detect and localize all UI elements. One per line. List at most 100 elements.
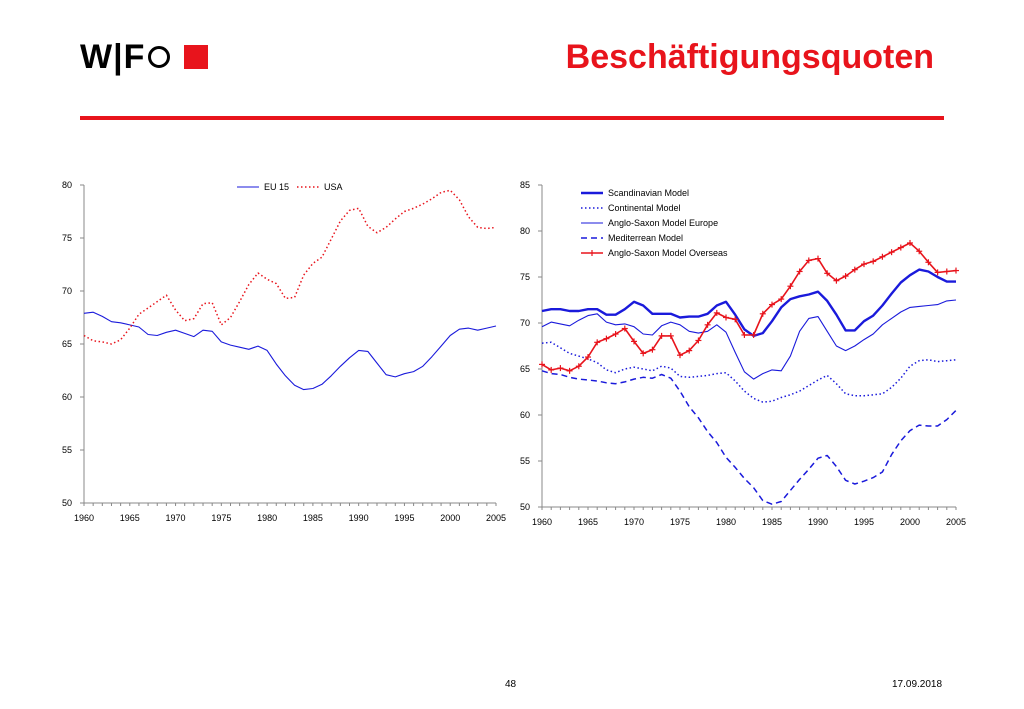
x-tick-label: 1965 — [120, 513, 140, 523]
series-point-anglo-saxon-model-overseas — [723, 314, 729, 321]
series-point-anglo-saxon-model-overseas — [695, 337, 702, 344]
y-tick-label: 70 — [62, 286, 72, 296]
series-point-anglo-saxon-model-overseas — [916, 248, 923, 255]
series-point-anglo-saxon-model-overseas — [778, 296, 785, 303]
series-point-anglo-saxon-model-overseas — [907, 239, 913, 246]
legend-item-anglo-saxon-model-overseas: Anglo-Saxon Model Overseas — [581, 248, 728, 258]
x-tick-label: 1965 — [578, 517, 598, 527]
series-point-anglo-saxon-model-overseas — [612, 331, 619, 338]
y-tick-label: 55 — [520, 456, 530, 466]
x-tick-label: 1995 — [854, 517, 874, 527]
legend-label: Anglo-Saxon Model Europe — [608, 218, 718, 228]
series-point-anglo-saxon-model-overseas — [833, 277, 840, 284]
series-point-anglo-saxon-model-overseas — [934, 269, 941, 276]
y-tick-label: 55 — [62, 445, 72, 455]
series-point-anglo-saxon-model-overseas — [732, 316, 739, 323]
y-tick-label: 65 — [520, 364, 530, 374]
page-title: Beschäftigungsquoten — [565, 38, 934, 76]
x-tick-label: 2000 — [900, 517, 920, 527]
series-line-mediterrean-model — [541, 370, 957, 505]
x-tick-label: 1970 — [166, 513, 186, 523]
series-point-anglo-saxon-model-overseas — [888, 249, 895, 256]
series-point-anglo-saxon-model-overseas — [769, 301, 775, 308]
series-point-anglo-saxon-model-overseas — [603, 335, 610, 342]
y-tick-label: 60 — [520, 410, 530, 420]
series-point-anglo-saxon-model-overseas — [686, 347, 693, 354]
series-point-anglo-saxon-model-overseas — [925, 259, 932, 266]
y-tick-label: 75 — [62, 233, 72, 243]
series-line-usa — [83, 189, 497, 345]
series-point-anglo-saxon-model-overseas — [566, 367, 573, 374]
series-point-anglo-saxon-model-overseas — [851, 266, 858, 273]
series-point-anglo-saxon-model-overseas — [575, 363, 582, 370]
title-divider — [80, 116, 944, 120]
series-point-anglo-saxon-model-overseas — [796, 268, 803, 275]
logo-circle-icon — [148, 46, 171, 68]
legend-label: USA — [324, 182, 343, 192]
series-point-anglo-saxon-model-overseas — [815, 255, 821, 262]
series-point-anglo-saxon-model-overseas — [842, 273, 849, 280]
series-point-anglo-saxon-model-overseas — [658, 332, 665, 339]
x-tick-label: 1960 — [532, 517, 552, 527]
x-tick-label: 1980 — [257, 513, 277, 523]
series-point-anglo-saxon-model-overseas — [539, 361, 545, 368]
legend-label: Scandinavian Model — [608, 188, 689, 198]
series-line-eu-15 — [83, 311, 497, 391]
x-tick-label: 2005 — [946, 517, 966, 527]
series-point-anglo-saxon-model-overseas — [787, 283, 794, 290]
x-tick-label: 1970 — [624, 517, 644, 527]
series-point-anglo-saxon-model-overseas — [667, 332, 674, 339]
legend-item-mediterrean-model: Mediterrean Model — [581, 233, 683, 243]
series-point-anglo-saxon-model-overseas — [621, 325, 628, 332]
series-point-anglo-saxon-model-overseas — [594, 339, 601, 346]
series-point-anglo-saxon-model-overseas — [741, 331, 748, 338]
series-point-anglo-saxon-model-overseas — [631, 338, 637, 345]
series-point-anglo-saxon-model-overseas — [805, 257, 812, 264]
series-point-anglo-saxon-model-overseas — [677, 352, 683, 359]
series-point-anglo-saxon-model-overseas — [750, 331, 757, 338]
series-point-anglo-saxon-model-overseas — [713, 309, 720, 316]
series-point-anglo-saxon-model-overseas — [897, 244, 904, 251]
x-tick-label: 1980 — [716, 517, 736, 527]
y-tick-label: 50 — [62, 498, 72, 508]
y-tick-label: 70 — [520, 318, 530, 328]
series-point-anglo-saxon-model-overseas — [557, 365, 564, 372]
x-tick-label: 1960 — [74, 513, 94, 523]
series-point-anglo-saxon-model-overseas — [548, 366, 555, 373]
series-point-anglo-saxon-model-overseas — [704, 321, 711, 328]
series-line-anglo-saxon-model-overseas — [541, 242, 957, 372]
x-tick-label: 1985 — [303, 513, 323, 523]
series-point-anglo-saxon-model-overseas — [943, 268, 950, 275]
x-tick-label: 1985 — [762, 517, 782, 527]
y-tick-label: 50 — [520, 502, 530, 512]
x-tick-label: 1990 — [349, 513, 369, 523]
series-point-anglo-saxon-model-overseas — [953, 267, 959, 274]
page-number: 48 — [505, 679, 517, 690]
y-tick-label: 80 — [62, 180, 72, 190]
legend-label: Continental Model — [608, 203, 681, 213]
y-tick-label: 75 — [520, 272, 530, 282]
series-point-anglo-saxon-model-overseas — [824, 270, 831, 277]
legend-label: Mediterrean Model — [608, 233, 683, 243]
series-point-anglo-saxon-model-overseas — [585, 354, 591, 361]
legend-item-scandinavian-model: Scandinavian Model — [581, 188, 689, 198]
series-point-anglo-saxon-model-overseas — [640, 350, 647, 357]
wifo-logo: W|F — [80, 38, 209, 76]
x-tick-label: 1995 — [394, 513, 414, 523]
series-line-anglo-saxon-model-europe — [541, 299, 957, 380]
legend-item-anglo-saxon-model-europe: Anglo-Saxon Model Europe — [581, 218, 718, 228]
x-tick-label: 2005 — [486, 513, 506, 523]
series-line-scandinavian-model — [541, 268, 956, 338]
series-point-anglo-saxon-model-overseas — [861, 261, 867, 268]
series-point-anglo-saxon-model-overseas — [759, 310, 766, 317]
series-point-anglo-saxon-model-overseas — [649, 346, 656, 353]
legend-label: EU 15 — [264, 182, 289, 192]
series-point-anglo-saxon-model-overseas — [879, 253, 886, 260]
series-point-anglo-saxon-model-overseas — [870, 258, 877, 265]
footer-date: 17.09.2018 — [892, 679, 943, 690]
x-tick-label: 2000 — [440, 513, 460, 523]
series-line-continental-model — [541, 341, 957, 403]
logo-text: W|F — [80, 38, 146, 76]
